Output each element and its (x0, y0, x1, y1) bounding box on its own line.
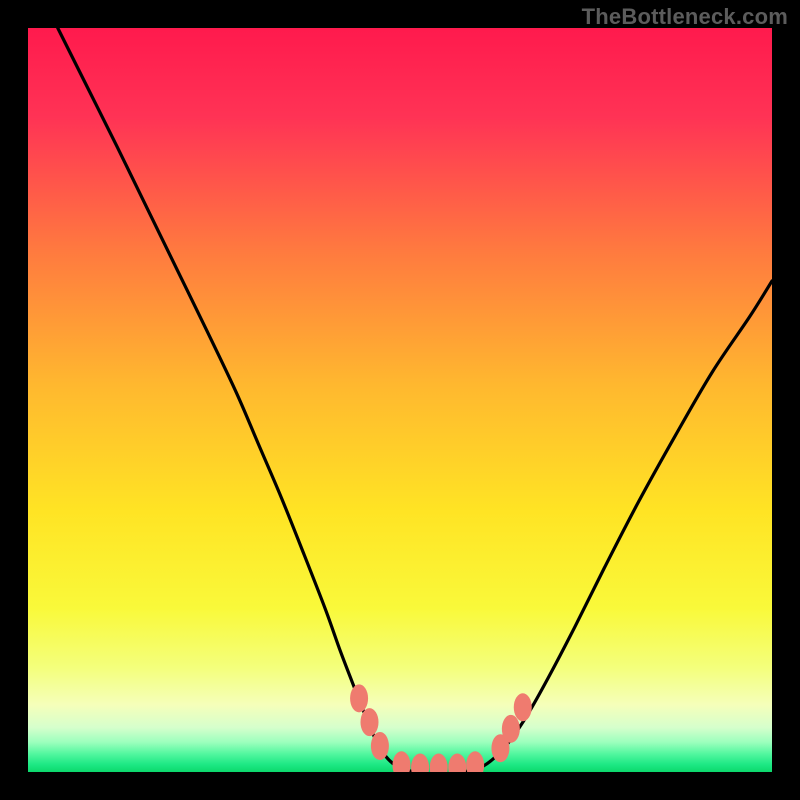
chart-background (28, 28, 772, 772)
data-marker (514, 693, 532, 721)
bottleneck-chart (0, 0, 800, 800)
data-marker (360, 708, 378, 736)
data-marker (502, 715, 520, 743)
watermark-text: TheBottleneck.com (582, 4, 788, 30)
data-marker (371, 732, 389, 760)
data-marker (350, 684, 368, 712)
